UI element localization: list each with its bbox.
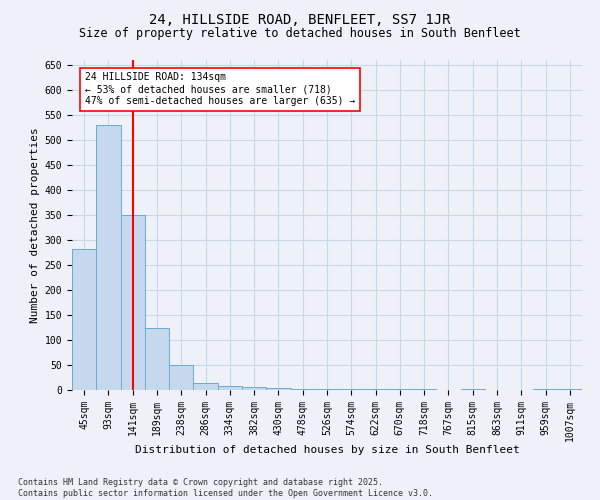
Bar — [412, 389, 436, 390]
Bar — [266, 388, 290, 390]
Text: Size of property relative to detached houses in South Benfleet: Size of property relative to detached ho… — [79, 28, 521, 40]
Text: Contains HM Land Registry data © Crown copyright and database right 2025.
Contai: Contains HM Land Registry data © Crown c… — [18, 478, 433, 498]
Bar — [218, 386, 242, 390]
Bar — [315, 388, 339, 390]
Text: 24, HILLSIDE ROAD, BENFLEET, SS7 1JR: 24, HILLSIDE ROAD, BENFLEET, SS7 1JR — [149, 12, 451, 26]
Y-axis label: Number of detached properties: Number of detached properties — [31, 127, 40, 323]
Bar — [558, 388, 582, 390]
Bar — [96, 125, 121, 390]
X-axis label: Distribution of detached houses by size in South Benfleet: Distribution of detached houses by size … — [134, 445, 520, 455]
Bar — [121, 215, 145, 390]
Bar — [193, 382, 218, 390]
Bar — [242, 387, 266, 390]
Text: 24 HILLSIDE ROAD: 134sqm
← 53% of detached houses are smaller (718)
47% of semi-: 24 HILLSIDE ROAD: 134sqm ← 53% of detach… — [85, 72, 356, 106]
Bar — [72, 249, 96, 390]
Bar — [339, 389, 364, 390]
Bar — [364, 389, 388, 390]
Bar — [461, 389, 485, 390]
Bar — [169, 365, 193, 390]
Bar — [145, 328, 169, 390]
Bar — [290, 388, 315, 390]
Bar — [533, 388, 558, 390]
Bar — [388, 389, 412, 390]
